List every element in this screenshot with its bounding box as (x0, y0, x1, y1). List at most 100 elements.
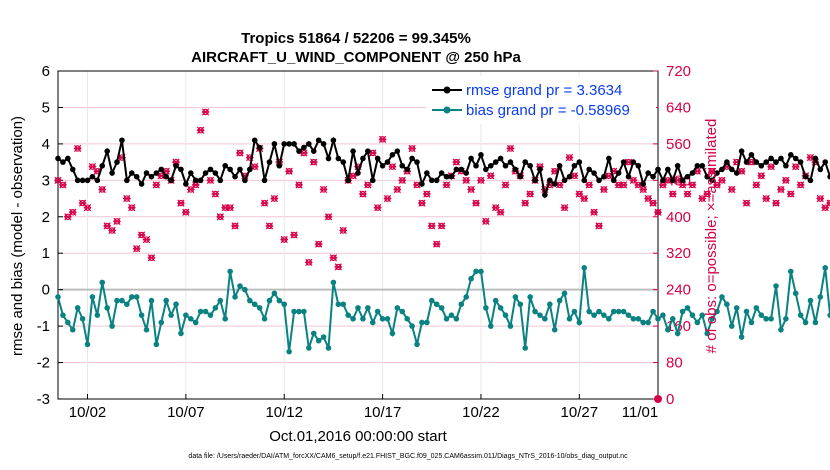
obs-assimilated-marker (560, 204, 569, 212)
rmse-point (433, 177, 440, 184)
rmse-point (222, 162, 229, 169)
bias-point (222, 316, 229, 322)
bias-point (271, 290, 278, 297)
bias-point (89, 294, 96, 300)
rmse-point (271, 141, 278, 147)
obs-assimilated-marker (782, 176, 790, 184)
rmse-point (561, 177, 568, 184)
obs-assimilated-marker (364, 181, 372, 189)
obs-assimilated-marker (398, 176, 407, 184)
rmse-point (778, 155, 784, 162)
rmse-point (596, 177, 602, 184)
rmse-point (168, 177, 174, 184)
rmse-point (758, 162, 765, 169)
rmse-point (183, 181, 189, 187)
bias-point (428, 297, 435, 304)
bias-point (822, 265, 829, 271)
obs-assimilated-marker (737, 167, 746, 175)
rmse-point (315, 137, 322, 144)
bias-point (694, 319, 701, 326)
bias-point (478, 268, 484, 275)
rmse-point (522, 159, 529, 165)
obs-assimilated-marker (388, 163, 397, 171)
bias-point (419, 319, 425, 326)
rmse-point (355, 170, 361, 176)
bias-point (537, 312, 543, 318)
obs-assimilated-marker (250, 163, 259, 171)
bias-point (473, 268, 479, 275)
obs-assimilated-marker (639, 185, 648, 194)
bias-point (468, 275, 474, 282)
bias-point (207, 312, 214, 318)
bias-point (306, 345, 312, 351)
right-tick-label: 720 (666, 63, 691, 80)
obs-assimilated-marker (280, 235, 289, 244)
obs-assimilated-marker (324, 213, 333, 221)
bias-point (487, 323, 494, 329)
obs-assimilated-marker (226, 204, 234, 212)
rmse-point (650, 173, 656, 180)
rmse-point (60, 159, 66, 165)
obs-assimilated-marker (314, 240, 323, 248)
rmse-point (443, 173, 450, 180)
x-tick-label: 10/22 (462, 404, 500, 421)
bias-point (384, 316, 391, 322)
obs-assimilated-marker (526, 190, 534, 198)
rmse-point (792, 155, 799, 162)
legend-label-rmse: rmse grand pr = 3.3634 (466, 82, 622, 99)
obs-assimilated-marker (59, 181, 67, 189)
rmse-point (365, 148, 371, 154)
rmse-point (674, 162, 681, 169)
obs-assimilated-marker (683, 190, 692, 198)
rmse-point (227, 166, 233, 173)
rmse-point (173, 162, 179, 169)
bias-point (251, 301, 258, 308)
obs-assimilated-marker (123, 194, 131, 203)
bias-point (217, 297, 224, 304)
x-tick-label: 10/12 (265, 404, 303, 421)
bias-point (571, 308, 578, 315)
x-axis-ticks: 10/02 10/07 10/12 10/17 10/22 10/27 11/01 (69, 394, 659, 421)
rmse-point (743, 159, 750, 165)
bias-point (192, 319, 199, 326)
obs-assimilated-marker (319, 185, 328, 194)
bias-point (394, 305, 401, 311)
bias-point (202, 308, 209, 315)
rmse-point (192, 177, 199, 184)
bias-point (812, 319, 819, 326)
bias-point (168, 312, 174, 318)
rmse-point (379, 162, 386, 169)
obs-assimilated-marker (329, 254, 338, 262)
bias-point (55, 294, 61, 300)
bias-point (187, 316, 194, 322)
obs-assimilated-marker (127, 204, 136, 212)
bias-point (330, 279, 337, 286)
bias-point (640, 319, 647, 326)
x-tick-label: 10/27 (561, 404, 599, 421)
obs-assimilated-marker (408, 144, 416, 153)
bias-point (443, 316, 450, 322)
rmse-point (483, 166, 489, 173)
bias-point (178, 330, 184, 337)
bias-point (714, 308, 720, 315)
obs-assimilated-marker (432, 240, 441, 248)
rmse-point (532, 177, 538, 184)
x-tick-label: 10/07 (167, 404, 205, 421)
obs-assimilated-marker (472, 199, 480, 207)
right-tick-label: 80 (666, 355, 683, 372)
right-tick-label: 240 (666, 282, 691, 299)
obs-assimilated-marker (285, 167, 293, 175)
obs-assimilated-marker (73, 144, 82, 153)
rmse-point (350, 148, 356, 154)
obs-assimilated-marker (796, 181, 805, 189)
rmse-point (369, 177, 376, 184)
bias-point (365, 305, 371, 311)
chart-subtitle: AIRCRAFT_U_WIND_COMPONENT @ 250 hPa (191, 49, 521, 66)
rmse-point (768, 155, 774, 162)
obs-assimilated-marker (762, 194, 770, 203)
rmse-point (178, 166, 184, 173)
obs-assimilated-marker (132, 245, 141, 253)
bias-point (315, 337, 322, 344)
rmse-point (104, 148, 110, 154)
bias-point (601, 312, 607, 318)
